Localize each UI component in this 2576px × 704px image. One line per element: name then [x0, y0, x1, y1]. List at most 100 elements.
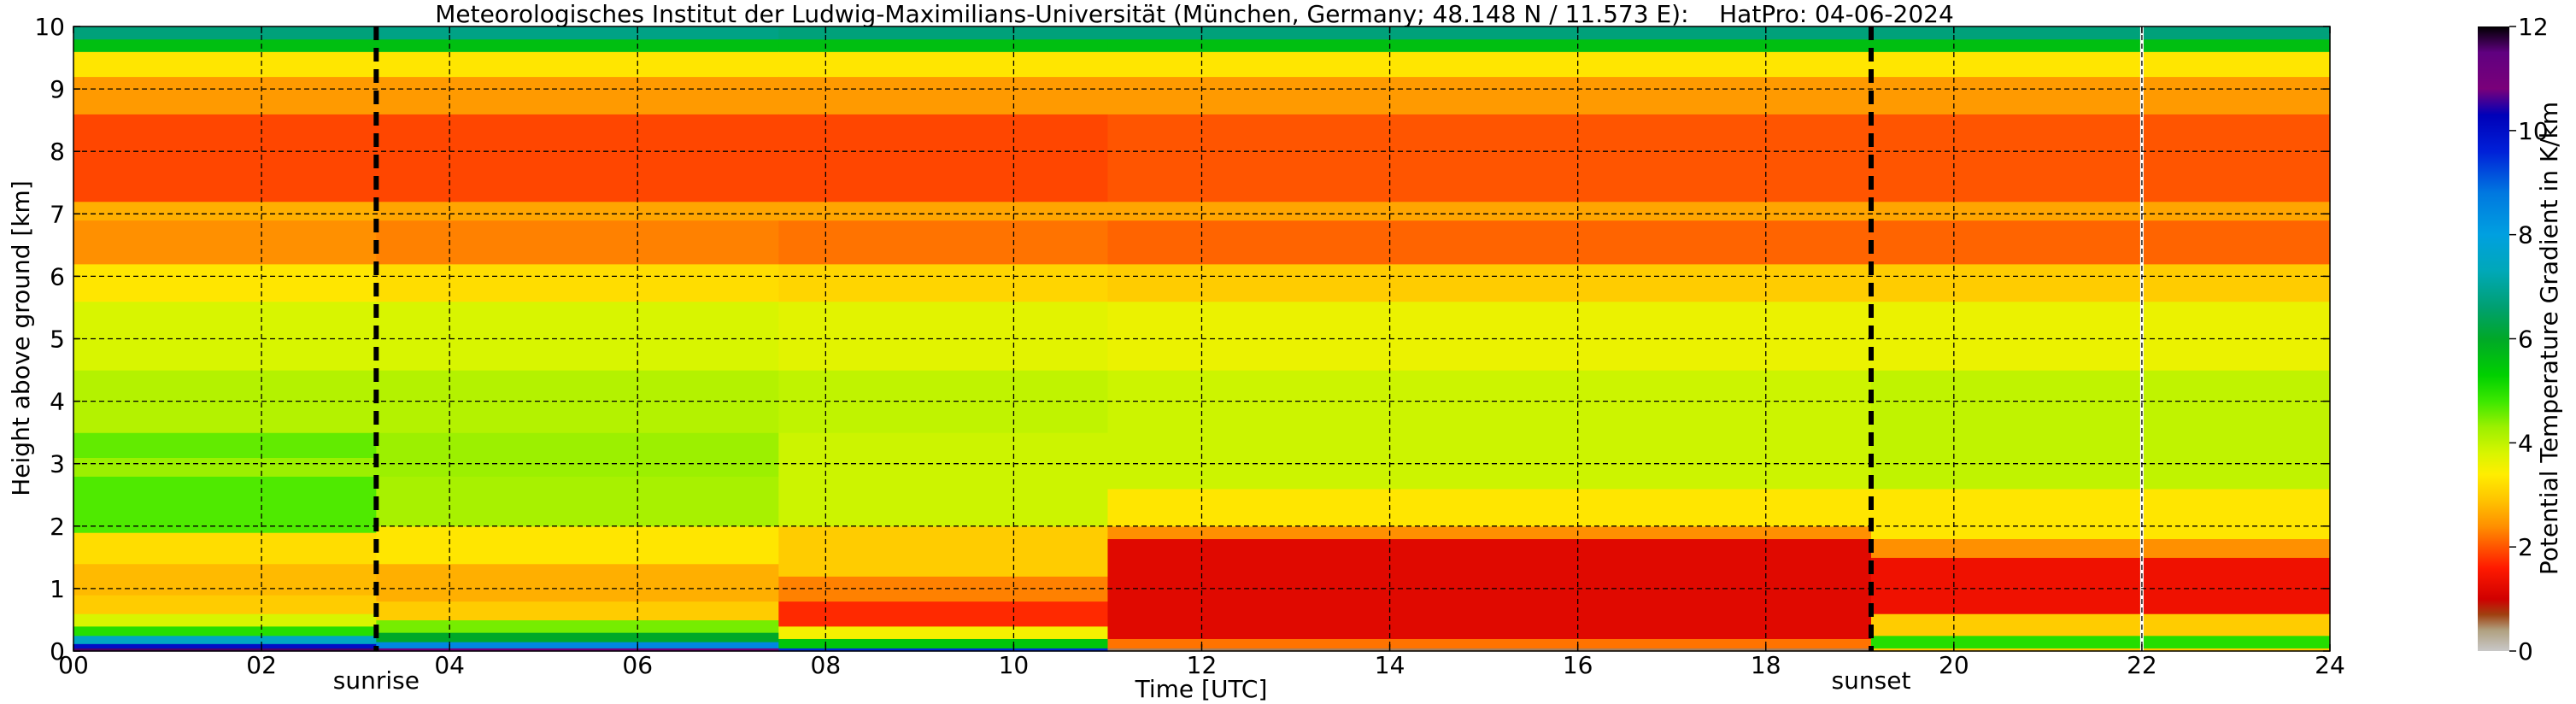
colorbar-tick-label: 6: [2518, 326, 2533, 354]
y-tick-label: 8: [50, 138, 65, 166]
y-tick-label: 9: [50, 75, 65, 103]
heatmap-cell: [1107, 648, 1872, 652]
heatmap-cell: [778, 432, 1109, 527]
heatmap-cell: [778, 648, 1109, 652]
x-tick-label: 02: [246, 651, 277, 679]
colorbar: [2478, 26, 2509, 651]
y-axis: 0 1 2 3 4 5 6 7 8 9 10: [34, 13, 2330, 666]
heatmap-cell: [1107, 263, 1872, 302]
heatmap-cell: [376, 601, 779, 621]
heatmap-cell: [1107, 370, 1872, 490]
heatmap-cell: [73, 613, 377, 627]
heatmap-cell: [73, 263, 377, 302]
heatmap-cell: [73, 201, 377, 221]
heatmap-cell: [376, 26, 779, 40]
y-tick-label: 5: [50, 326, 65, 354]
heatmap-cell: [778, 576, 1109, 602]
x-tick-label: 14: [1375, 651, 1405, 679]
heatmap-cell: [73, 432, 377, 458]
heatmap-cell: [778, 201, 1109, 221]
heatmap-cell: [1871, 613, 2331, 637]
x-tick-label: 10: [999, 651, 1030, 679]
heatmap-cell: [73, 301, 377, 371]
y-tick-label: 10: [34, 13, 65, 41]
y-tick-label: 6: [50, 262, 65, 290]
heatmap-cell: [73, 648, 377, 652]
heatmap-cell: [73, 563, 377, 595]
heatmap-cell: [1871, 488, 2331, 540]
colorbar-tick-label: 0: [2518, 637, 2533, 666]
x-tick-label: 06: [622, 651, 653, 679]
heatmap-cell: [376, 51, 779, 78]
x-axis: 00 02 04 06 08 10 12 14 16 18 20 22 24: [58, 26, 2345, 679]
heatmap-cell: [376, 476, 779, 527]
colorbar-tick-label: 2: [2518, 533, 2533, 561]
heatmap-cell: [1107, 76, 1872, 114]
heatmap-cell: [1107, 114, 1872, 202]
x-tick-label: 22: [2127, 651, 2157, 679]
heatmap-cell: [778, 263, 1109, 302]
heatmap-cell: [1871, 370, 2331, 490]
heatmap-cell: [778, 601, 1109, 627]
heatmap-cell: [1107, 26, 1872, 40]
heatmap-cell: [73, 643, 377, 648]
heatmap-cells: [73, 26, 2331, 652]
heatmap-cell: [376, 619, 779, 633]
heatmap-cell: [778, 38, 1109, 52]
heatmap-cell: [1871, 220, 2331, 265]
heatmap-cell: [778, 220, 1109, 265]
heatmap-cell: [376, 563, 779, 602]
colorbar-axis: 0 2 4 6 8 10 12: [2509, 13, 2549, 666]
heatmap-cell: [1871, 301, 2331, 371]
grid-lines: [73, 26, 2330, 651]
heatmap-cell: [1107, 201, 1872, 221]
heatmap-cell: [73, 625, 377, 637]
heatmap-cell: [73, 476, 377, 533]
heatmap-cell: [778, 525, 1109, 577]
heatmap-cell: [778, 26, 1109, 40]
heatmap-cell: [1871, 114, 2331, 202]
heatmap-cell: [1871, 38, 2331, 52]
heatmap-cell: [73, 114, 377, 202]
heatmap-cell: [376, 263, 779, 302]
heatmap-cell: [778, 638, 1109, 648]
x-tick-label: 12: [1187, 651, 1218, 679]
heatmap-cell: [1107, 220, 1872, 265]
heatmap-cell: [376, 301, 779, 371]
heatmap-cell: [778, 301, 1109, 371]
x-tick-label: 20: [1939, 651, 1969, 679]
chart-title: Meteorologisches Institut der Ludwig-Max…: [435, 0, 1954, 28]
heatmap-cell: [1871, 76, 2331, 114]
heatmap-cell: [1871, 26, 2331, 40]
y-tick-label: 7: [50, 200, 65, 228]
heatmap-cell: [1107, 38, 1872, 52]
x-tick-label: 18: [1751, 651, 1781, 679]
heatmap-cell: [778, 114, 1109, 202]
heatmap-cell: [376, 648, 779, 652]
sun-marker-label: sunset: [1832, 666, 1911, 695]
heatmap-cell: [73, 635, 377, 644]
x-axis-label: Time [UTC]: [1135, 675, 1268, 703]
heatmap-cell: [73, 220, 377, 265]
x-tick-label: 16: [1563, 651, 1593, 679]
heatmap-cell: [376, 632, 779, 642]
y-tick-label: 4: [50, 388, 65, 416]
heatmap-cell: [73, 51, 377, 78]
heatmap-cell: [1871, 538, 2331, 558]
y-tick-label: 0: [50, 637, 65, 666]
heatmap-cell: [376, 220, 779, 265]
heatmap-cell: [1871, 51, 2331, 78]
heatmap-cell: [376, 642, 779, 648]
colorbar-tick-label: 4: [2518, 429, 2533, 457]
y-tick-label: 3: [50, 450, 65, 478]
colorbar-label: Potential Temperature Gradient in K/km: [2535, 102, 2563, 575]
heatmap-cell: [73, 26, 377, 40]
heatmap-cell: [73, 595, 377, 614]
heatmap-cell: [1107, 51, 1872, 78]
heatmap-cell: [376, 432, 779, 477]
y-tick-label: 2: [50, 513, 65, 541]
heatmap-cell: [778, 51, 1109, 78]
heatmap-cell: [1871, 557, 2331, 614]
y-tick-label: 1: [50, 575, 65, 603]
